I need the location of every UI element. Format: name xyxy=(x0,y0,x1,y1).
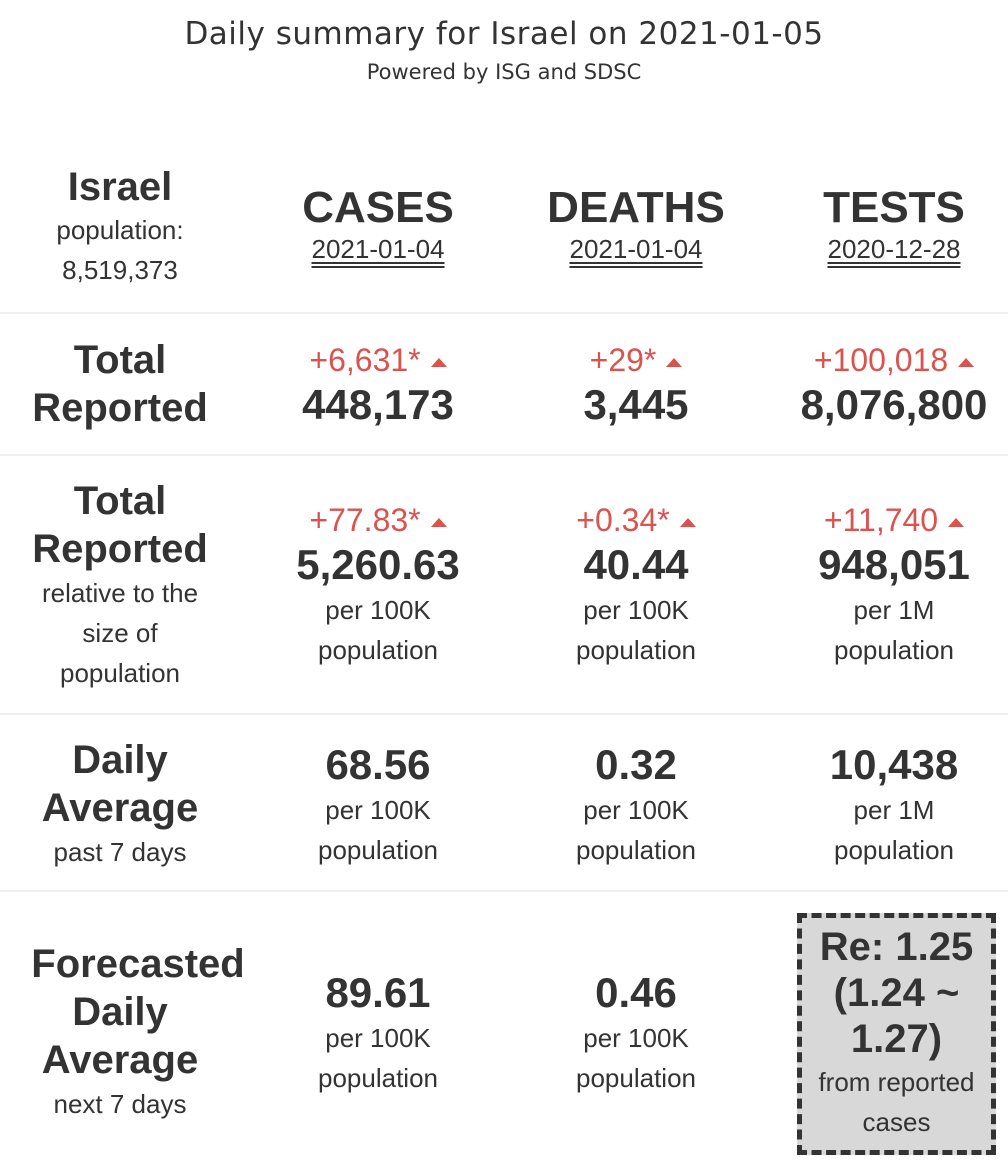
row-sublabel: population xyxy=(60,658,180,688)
row-label-line: Forecasted xyxy=(31,942,245,986)
population-value: 8,519,373 xyxy=(62,255,178,285)
row-label-line: Daily xyxy=(72,990,168,1034)
row-label-line: Average xyxy=(41,786,199,830)
re-interval: (1.24 ~ xyxy=(833,971,960,1015)
delta-value: +77.83* xyxy=(248,500,508,540)
relative-value: 5,260.63 xyxy=(296,541,460,588)
row-divider xyxy=(0,454,1008,456)
row-label-total-reported: Total Reported xyxy=(0,336,240,432)
row-label-line: Reported xyxy=(32,386,208,430)
unit-label: population xyxy=(318,835,438,865)
total-value: 448,173 xyxy=(302,381,454,428)
column-date: 2021-01-04 xyxy=(311,234,445,264)
total-tests-cell: +100,018 8,076,800 xyxy=(764,340,1008,430)
unit-label: population xyxy=(576,835,696,865)
forecast-value: 89.61 xyxy=(325,969,431,1016)
row-divider xyxy=(0,890,1008,892)
row-divider xyxy=(0,713,1008,715)
re-value: Re: 1.25 xyxy=(819,925,974,969)
unit-label: population xyxy=(318,1063,438,1093)
row-sublabel: past 7 days xyxy=(53,837,187,867)
population-label: population: xyxy=(56,215,184,245)
row-label-line: Total xyxy=(73,338,167,382)
re-interval: 1.27) xyxy=(850,1017,943,1061)
forecast-deaths-cell: 0.46 per 100K population xyxy=(506,968,766,1098)
up-triangle-icon xyxy=(958,358,975,367)
delta-value: +11,740 xyxy=(764,500,1008,540)
page-subtitle: Powered by ISG and SDSC xyxy=(366,60,642,84)
up-triangle-icon xyxy=(666,358,683,367)
unit-label: per 100K xyxy=(325,595,431,625)
row-label-daily-average: Daily Average past 7 days xyxy=(0,736,240,872)
relative-deaths-cell: +0.34* 40.44 per 100K population xyxy=(506,500,766,670)
re-source: cases xyxy=(862,1107,931,1137)
daily-tests-cell: 10,438 per 1M population xyxy=(764,740,1008,870)
forecast-value: 0.46 xyxy=(595,969,677,1016)
column-header-deaths: DEATHS 2021-01-04 xyxy=(506,184,766,266)
daily-value: 0.32 xyxy=(595,741,677,788)
delta-value: +6,631* xyxy=(248,340,508,380)
total-cases-cell: +6,631* 448,173 xyxy=(248,340,508,430)
relative-value: 40.44 xyxy=(583,541,689,588)
up-triangle-icon xyxy=(679,518,696,527)
column-title: DEATHS xyxy=(547,183,725,232)
column-title: TESTS xyxy=(823,183,965,232)
column-date: 2021-01-04 xyxy=(569,234,703,264)
delta-value: +100,018 xyxy=(764,340,1008,380)
country-name: Israel xyxy=(67,165,173,209)
unit-label: population xyxy=(576,1063,696,1093)
unit-label: population xyxy=(834,635,954,665)
delta-value: +29* xyxy=(506,340,766,380)
total-deaths-cell: +29* 3,445 xyxy=(506,340,766,430)
row-label-forecast: Forecasted Daily Average next 7 days xyxy=(0,940,276,1124)
total-value: 8,076,800 xyxy=(800,381,988,428)
row-divider xyxy=(0,312,1008,314)
row-sublabel: relative to the xyxy=(41,578,199,608)
unit-label: per 100K xyxy=(583,795,689,825)
unit-label: population xyxy=(576,635,696,665)
unit-label: per 1M xyxy=(853,595,935,625)
daily-deaths-cell: 0.32 per 100K population xyxy=(506,740,766,870)
row-label-line: Reported xyxy=(32,527,208,571)
total-value: 3,445 xyxy=(583,381,689,428)
unit-label: per 1M xyxy=(853,795,935,825)
row-sublabel: size of xyxy=(82,618,158,648)
unit-label: per 100K xyxy=(325,1023,431,1053)
relative-tests-cell: +11,740 948,051 per 1M population xyxy=(764,500,1008,670)
relative-cases-cell: +77.83* 5,260.63 per 100K population xyxy=(248,500,508,670)
row-label-relative: Total Reported relative to the size of p… xyxy=(0,477,240,693)
row-label-line: Average xyxy=(41,1038,199,1082)
up-triangle-icon xyxy=(430,518,447,527)
column-header-tests: TESTS 2020-12-28 xyxy=(764,184,1008,266)
unit-label: per 100K xyxy=(325,795,431,825)
column-header-cases: CASES 2021-01-04 xyxy=(248,184,508,266)
unit-label: per 100K xyxy=(583,1023,689,1053)
daily-value: 68.56 xyxy=(325,741,431,788)
column-title: CASES xyxy=(302,183,454,232)
row-label-line: Daily xyxy=(72,738,168,782)
row-label-line: Total xyxy=(73,479,167,523)
row-sublabel: next 7 days xyxy=(53,1089,187,1119)
re-source: from reported xyxy=(818,1067,975,1097)
daily-value: 10,438 xyxy=(829,741,959,788)
up-triangle-icon xyxy=(430,358,447,367)
delta-value: +0.34* xyxy=(506,500,766,540)
country-header: Israel population: 8,519,373 xyxy=(0,164,240,290)
relative-value: 948,051 xyxy=(818,541,970,588)
re-estimate-box: Re: 1.25 (1.24 ~ 1.27) from reported cas… xyxy=(797,913,996,1155)
daily-cases-cell: 68.56 per 100K population xyxy=(248,740,508,870)
page-title: Daily summary for Israel on 2021-01-05 xyxy=(184,16,824,52)
unit-label: per 100K xyxy=(583,595,689,625)
unit-label: population xyxy=(834,835,954,865)
forecast-cases-cell: 89.61 per 100K population xyxy=(248,968,508,1098)
up-triangle-icon xyxy=(948,518,965,527)
unit-label: population xyxy=(318,635,438,665)
column-date: 2020-12-28 xyxy=(827,234,961,264)
